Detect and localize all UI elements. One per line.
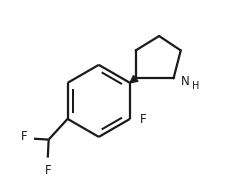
Text: N: N <box>181 75 189 89</box>
Text: F: F <box>21 130 28 143</box>
Text: F: F <box>44 165 51 177</box>
Text: F: F <box>140 113 147 126</box>
Text: H: H <box>192 81 199 91</box>
Polygon shape <box>130 75 138 83</box>
